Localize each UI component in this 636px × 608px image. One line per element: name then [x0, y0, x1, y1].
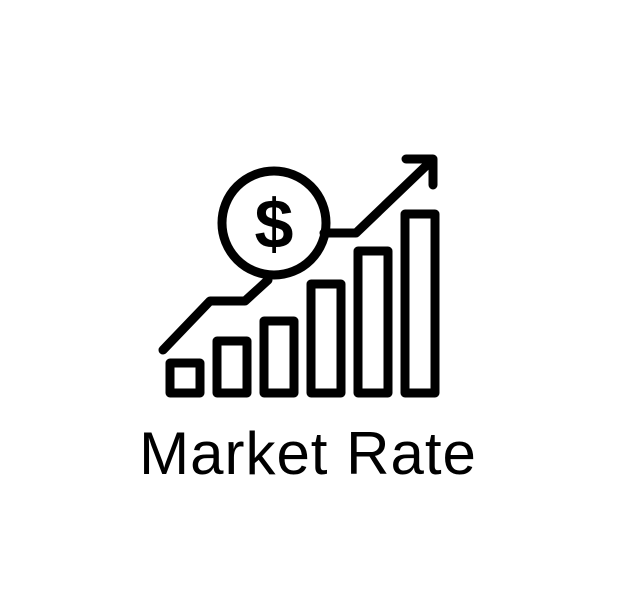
coin-icon: [217, 166, 331, 280]
bar-5: [353, 246, 393, 398]
arrow-head-icon: [401, 154, 438, 190]
logo-caption: Market Rate: [139, 420, 477, 487]
bar-2: [212, 336, 252, 398]
bar-4: [306, 279, 346, 398]
growth-chart-icon: [158, 154, 440, 398]
dollar-sign-icon: $: [255, 185, 294, 263]
bar-1: [165, 358, 205, 398]
trend-line: [158, 275, 273, 355]
bar-6: [400, 209, 440, 398]
bar-3: [259, 316, 299, 398]
trend-line-upper: [319, 159, 433, 238]
